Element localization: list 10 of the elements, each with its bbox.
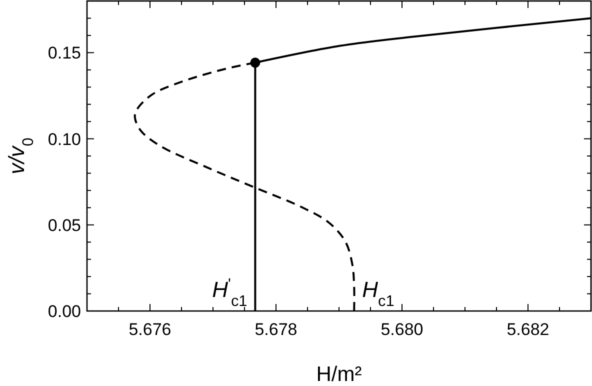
text: 5.680 — [380, 320, 424, 339]
x-tick-label: 5.678 — [254, 320, 298, 339]
annotation: H$_{c1}$ — [362, 277, 394, 310]
y-tick-label: 0.10 — [48, 130, 81, 149]
y-tick-label: 0.15 — [48, 44, 81, 63]
x-tick-label: 5.682 — [506, 320, 550, 339]
x-tick-label: 5.676 — [128, 320, 172, 339]
y-tick-label: 0.05 — [48, 216, 81, 235]
x-axis-title: H/m² — [316, 363, 362, 386]
y-tick-label: 0.00 — [48, 302, 81, 321]
